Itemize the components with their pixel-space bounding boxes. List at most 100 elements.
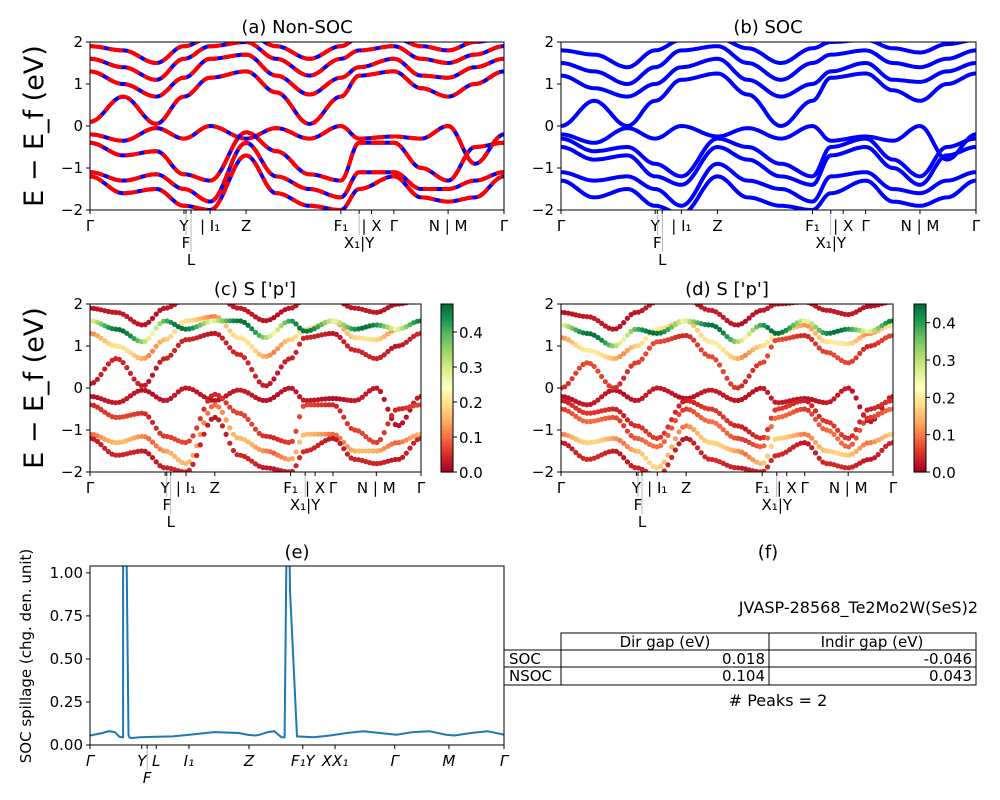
band-point (842, 341, 848, 347)
band-point (227, 318, 233, 324)
colorbar-segment (441, 379, 453, 383)
band-point (252, 329, 259, 335)
x-tick-label: Γ (86, 752, 96, 770)
band-point (127, 370, 134, 376)
band-point (665, 299, 670, 304)
band-point (127, 350, 134, 356)
band-point (282, 359, 288, 365)
colorbar-segment (914, 446, 926, 451)
band-point (172, 321, 178, 327)
band-point (879, 304, 885, 307)
band-point (223, 340, 229, 346)
colorbar-segment (914, 329, 926, 333)
band-point (687, 437, 693, 443)
band-point (761, 385, 767, 392)
y-tick-label: −1 (532, 159, 554, 177)
x-tick-label: Z (681, 479, 691, 497)
band-point (293, 449, 299, 455)
band-point (809, 445, 815, 451)
band-point (663, 304, 666, 305)
band-point (333, 331, 339, 337)
band-point (304, 297, 309, 302)
colorbar-segment (914, 396, 926, 400)
y-tick-label: 2 (73, 33, 83, 51)
y-tick-label: 0 (73, 117, 83, 135)
band-point (322, 396, 328, 402)
band-point (219, 409, 225, 415)
band-point (389, 412, 395, 419)
band-point (241, 413, 248, 419)
band-point (694, 445, 701, 451)
band-point (201, 406, 207, 412)
band-point (289, 438, 295, 444)
band-point (838, 432, 845, 438)
band-point (194, 452, 200, 459)
band-point (366, 448, 373, 454)
band-point (102, 366, 108, 372)
band-point (374, 385, 380, 391)
band-point (153, 394, 159, 400)
band-point (407, 445, 413, 451)
band-point (293, 321, 299, 327)
band-point (613, 326, 619, 332)
band-point (643, 428, 649, 434)
colorbar-segment (441, 357, 453, 361)
band-point (308, 431, 314, 437)
band-point (731, 322, 738, 328)
band-line (561, 161, 976, 208)
colorbar-segment (441, 354, 453, 358)
band-line (561, 174, 976, 210)
band-point (890, 440, 893, 446)
band-point (835, 392, 841, 398)
band-point (646, 389, 653, 395)
band-point (337, 408, 343, 414)
band-point (750, 312, 756, 318)
colorbar-segment (914, 304, 926, 308)
colorbar-tick-label: 0.1 (932, 427, 956, 445)
band-point (698, 415, 704, 421)
band-point (816, 345, 822, 351)
y-tick-label: 0.50 (50, 650, 83, 668)
band-point (731, 397, 738, 403)
band-point (857, 350, 863, 356)
band-point (271, 376, 277, 382)
band-point (418, 330, 421, 336)
band-point (304, 398, 310, 404)
colorbar-tick-label: 0.2 (459, 394, 483, 412)
band-point (157, 359, 163, 365)
colorbar-segment (914, 438, 926, 442)
band-spin-up (90, 123, 504, 166)
colorbar-segment (914, 312, 926, 316)
band-point (742, 318, 749, 324)
band-point (565, 337, 572, 343)
band-point (720, 427, 726, 433)
band-point (249, 326, 255, 332)
band-point (359, 394, 365, 400)
colorbar-segment (914, 427, 926, 431)
band-point (157, 430, 163, 436)
band-point (201, 420, 207, 426)
band-point (658, 443, 664, 449)
band-point (669, 425, 675, 431)
band-point (227, 328, 233, 334)
colorbar-segment (914, 318, 926, 322)
band-point (271, 394, 277, 400)
band-point (565, 380, 572, 387)
band-point (370, 309, 376, 315)
band-point (293, 304, 299, 309)
table-row-label: NSOC (509, 667, 552, 685)
band-point (617, 418, 623, 424)
band-point (297, 394, 303, 400)
x-tick-label: Z (210, 479, 220, 497)
colorbar-segment (441, 332, 453, 336)
band-point (768, 424, 774, 430)
band-point (658, 472, 663, 477)
band-point (293, 334, 299, 340)
table-cell: -0.046 (924, 650, 972, 668)
colorbar-segment (914, 368, 926, 372)
band-point (219, 318, 225, 324)
x-tick-label: Γ (417, 479, 426, 497)
band-point (238, 352, 244, 358)
colorbar-segment (441, 446, 453, 451)
